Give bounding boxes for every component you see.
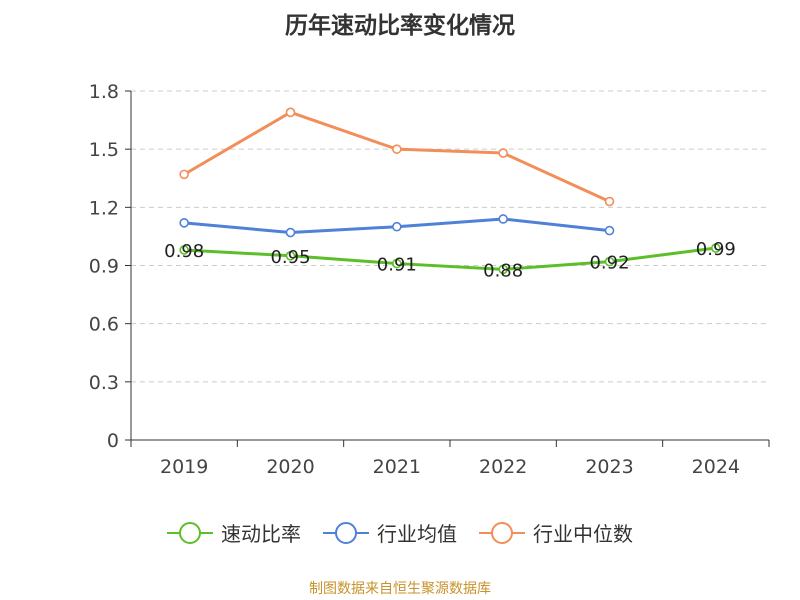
data-point — [604, 196, 615, 207]
source-note: 制图数据来自恒生聚源数据库 — [309, 581, 491, 597]
legend-label: 速动比率 — [221, 522, 301, 546]
x-tick-label: 2023 — [585, 456, 633, 478]
y-tick-label: 1.8 — [89, 81, 119, 103]
grid-lines — [131, 90, 769, 383]
legend-marker — [167, 521, 213, 545]
data-point — [285, 107, 296, 118]
legend-marker — [479, 521, 525, 545]
x-tick-label: 2022 — [479, 456, 527, 478]
y-tick-label: 0.9 — [89, 256, 119, 278]
data-point — [285, 227, 296, 238]
data-point — [179, 245, 189, 255]
line-chart: 0 0.3 0.6 0.9 1.2 1.5 1.8 2019 2020 2021 2022 2023 2… — [89, 81, 770, 478]
data-point — [285, 251, 296, 261]
y-tick-label: 0.3 — [89, 372, 119, 394]
x-tick-label: 2020 — [266, 456, 314, 478]
series-lines — [179, 107, 721, 275]
x-tick-label: 2021 — [373, 456, 421, 478]
data-point — [392, 258, 402, 269]
data-label: 0.92 — [589, 253, 629, 274]
legend-item[interactable]: 行业中位数 — [479, 518, 633, 547]
data-point — [604, 225, 615, 236]
y-tick-label: 1.5 — [89, 139, 119, 161]
x-tick-label: 2024 — [692, 456, 740, 478]
series-line-0 — [184, 246, 717, 271]
legend-item[interactable]: 行业均值 — [323, 518, 457, 547]
chart-title: 历年速动比率变化情况 — [285, 13, 515, 39]
data-label: 0.91 — [377, 255, 417, 276]
y-tick-label: 0 — [107, 430, 119, 452]
legend-marker — [323, 521, 369, 545]
legend-label: 行业均值 — [377, 522, 457, 546]
data-point — [498, 148, 508, 158]
data-point — [711, 243, 721, 253]
data-point — [498, 264, 508, 275]
data-label: 0.98 — [164, 241, 204, 262]
x-tick-label: 2019 — [160, 456, 208, 478]
data-label: 0.95 — [270, 247, 310, 268]
legend-item[interactable]: 速动比率 — [167, 518, 301, 547]
axes: 0 0.3 0.6 0.9 1.2 1.5 1.8 2019 2020 2021 2022 2023 2… — [89, 81, 770, 478]
data-label: 0.99 — [696, 239, 736, 260]
data-label: 0.88 — [483, 260, 523, 281]
legend-label: 行业中位数 — [533, 522, 633, 546]
data-point — [498, 214, 508, 224]
series-line-2 — [183, 110, 611, 203]
data-point — [392, 144, 402, 154]
legend: 速动比率 行业均值 行业中位数 — [0, 518, 800, 547]
data-point — [179, 169, 189, 180]
data-point — [604, 256, 615, 267]
y-tick-label: 1.2 — [89, 197, 119, 219]
y-tick-label: 0.6 — [89, 314, 119, 336]
data-point — [392, 221, 402, 232]
data-point — [179, 218, 189, 228]
data-labels: 0.98 0.95 0.91 0.88 0.92 0.99 — [164, 239, 736, 281]
